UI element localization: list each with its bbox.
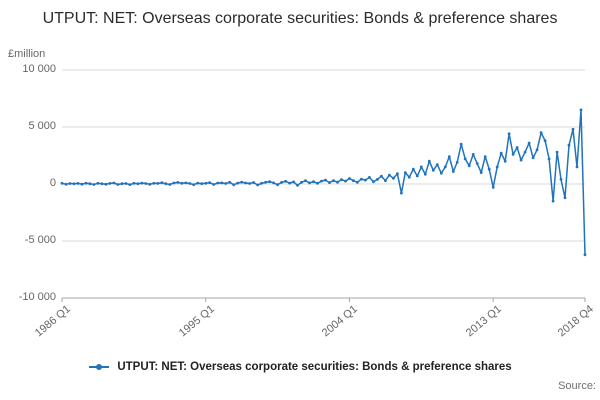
y-axis-tick-label: 10 000 [22,63,56,75]
y-axis-tick-label: -10 000 [18,291,56,303]
source-label: Source: [558,380,596,392]
legend: UTPUT: NET: Overseas corporate securitie… [0,361,600,373]
chart-title: UTPUT: NET: Overseas corporate securitie… [42,10,558,27]
y-axis-unit-label: £million [8,48,46,60]
y-axis-tick-label: 5 000 [28,120,56,132]
legend-line-icon [89,364,110,370]
y-axis-tick-label: 0 [49,177,56,189]
y-axis-tick-label: -5 000 [24,234,56,246]
legend-label: UTPUT: NET: Overseas corporate securitie… [117,361,512,373]
